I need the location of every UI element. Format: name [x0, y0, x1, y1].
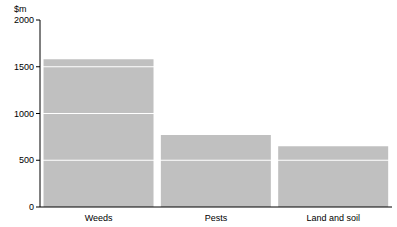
- svg-text:2000: 2000: [14, 15, 34, 25]
- svg-text:Pests: Pests: [205, 213, 228, 223]
- svg-text:500: 500: [19, 155, 34, 165]
- svg-text:1500: 1500: [14, 62, 34, 72]
- svg-text:1000: 1000: [14, 109, 34, 119]
- svg-text:Land and soil: Land and soil: [307, 213, 361, 223]
- html-text:$m: $m: [14, 4, 27, 14]
- svg-text:Weeds: Weeds: [85, 213, 113, 223]
- svg-text:0: 0: [29, 202, 34, 212]
